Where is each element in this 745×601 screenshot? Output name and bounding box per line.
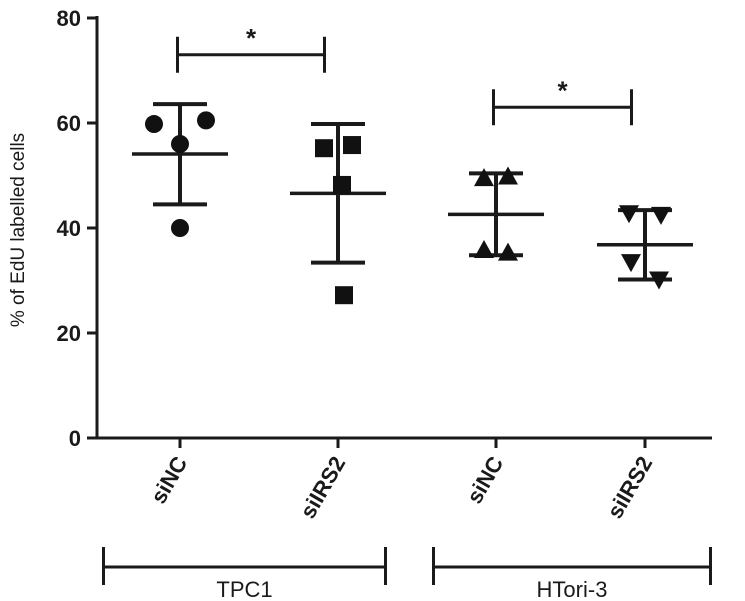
data-point (335, 286, 353, 305)
group-label: TPC1 (216, 577, 272, 601)
data-point (649, 271, 669, 290)
data-point (145, 115, 163, 134)
y-tick-label: 60 (57, 111, 81, 136)
y-tick-label: 20 (57, 321, 81, 346)
data-point (621, 254, 641, 273)
x-category-label: siIRS2 (602, 452, 657, 523)
x-category-label: siNC (462, 452, 509, 508)
y-axis-label: % of EdU labelled cells (8, 133, 29, 327)
y-tick-label: 40 (57, 216, 81, 241)
data-point (474, 168, 494, 187)
group-label: HTori-3 (537, 577, 608, 601)
data-point (619, 205, 639, 224)
plot-marks: ** (132, 23, 693, 305)
data-point (474, 240, 494, 259)
data-point (171, 219, 189, 237)
data-point (197, 111, 215, 130)
x-category-label: siNC (146, 452, 193, 508)
data-point (343, 136, 361, 155)
data-point (651, 206, 671, 225)
data-point (315, 139, 333, 158)
axes: 0 20 40 60 80 siNC siIRS2 siNC siIRS2 TPC1 HTori-3 (57, 6, 712, 601)
y-tick-label: 0 (69, 426, 81, 451)
significance-star: * (246, 23, 257, 53)
x-category-label: siIRS2 (295, 452, 350, 523)
data-point (171, 135, 189, 153)
data-point (498, 166, 518, 185)
data-point (498, 242, 518, 261)
significance-star: * (557, 75, 568, 105)
y-tick-label: 80 (57, 6, 81, 31)
data-point (333, 175, 351, 194)
